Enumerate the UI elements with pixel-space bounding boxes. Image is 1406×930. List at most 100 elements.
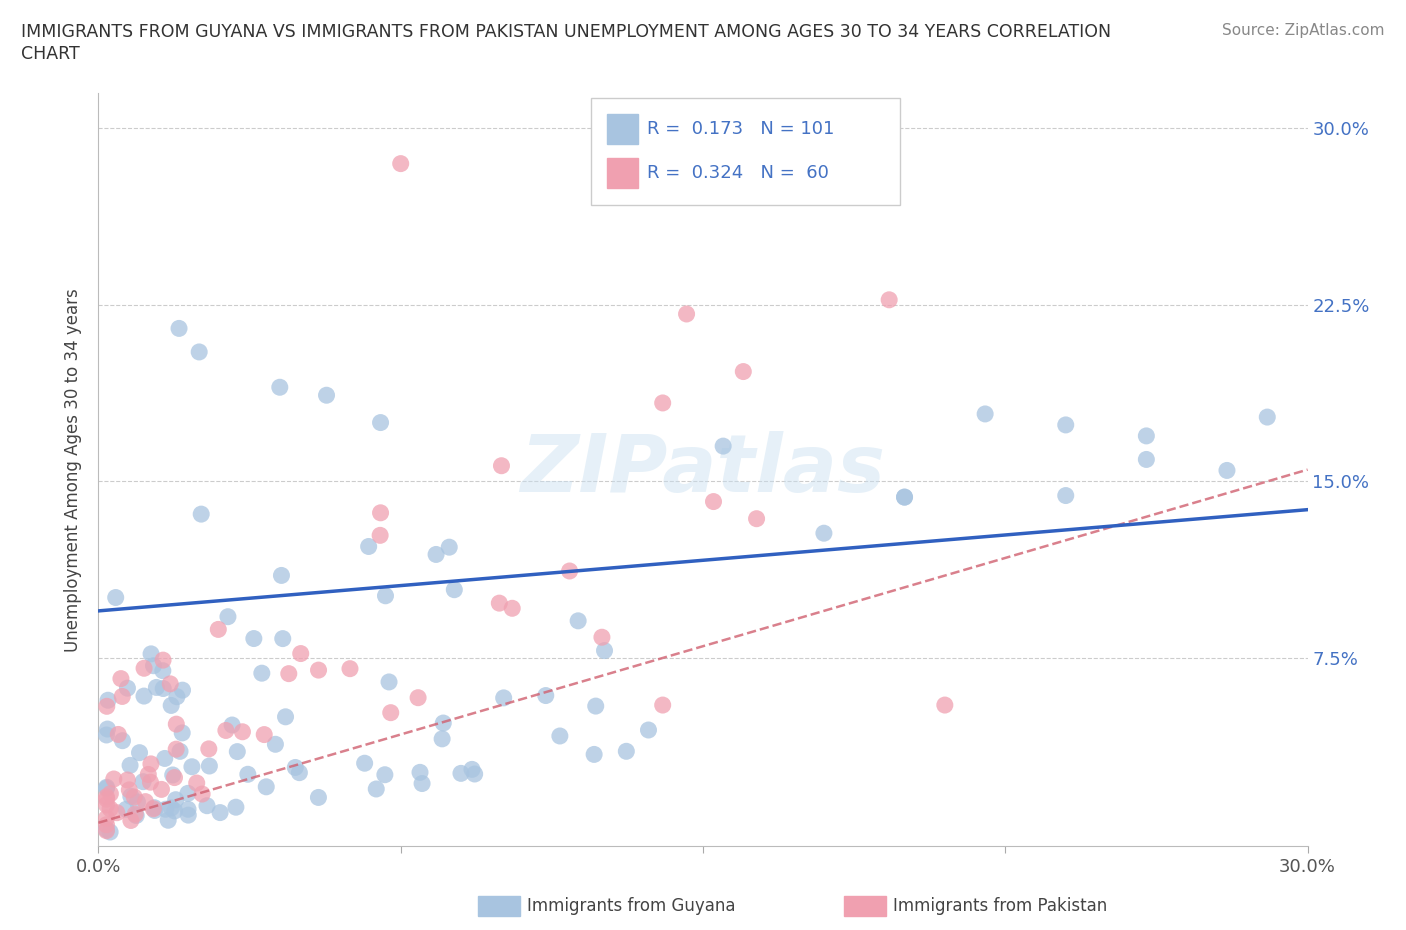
Point [274, 710, 297, 724]
Point [134, 794, 156, 809]
Text: IMMIGRANTS FROM GUYANA VS IMMIGRANTS FROM PAKISTAN UNEMPLOYMENT AMONG AGES 30 TO: IMMIGRANTS FROM GUYANA VS IMMIGRANTS FRO… [21, 23, 1111, 41]
Point [139, 756, 162, 771]
Point [165, 792, 187, 807]
Point [191, 787, 214, 802]
Point [96, 722, 118, 737]
Y-axis label: Unemployment Among Ages 30 to 34 years: Unemployment Among Ages 30 to 34 years [65, 287, 83, 652]
Point [585, 698, 607, 713]
Point [160, 801, 183, 816]
Point [491, 458, 513, 473]
Point [558, 564, 581, 578]
Point [339, 661, 361, 676]
Point [209, 805, 232, 820]
Point [308, 663, 330, 678]
Point [143, 803, 166, 817]
Point [380, 705, 402, 720]
Point [96, 727, 118, 742]
Point [264, 737, 287, 751]
Point [934, 698, 956, 712]
Point [153, 751, 176, 766]
Point [225, 800, 247, 815]
Point [813, 525, 835, 540]
Point [1135, 452, 1157, 467]
Text: CHART: CHART [21, 45, 80, 62]
Point [172, 725, 194, 740]
Point [163, 770, 186, 785]
Point [501, 601, 523, 616]
Point [250, 666, 273, 681]
Point [270, 568, 292, 583]
Point [152, 663, 174, 678]
Point [165, 717, 187, 732]
Point [120, 758, 142, 773]
Point [152, 653, 174, 668]
Point [651, 395, 673, 410]
Point [893, 490, 915, 505]
Point [98, 802, 121, 817]
Point [136, 767, 159, 782]
Point [733, 365, 755, 379]
Point [374, 767, 396, 782]
Point [117, 773, 139, 788]
Point [177, 802, 200, 817]
Point [125, 808, 148, 823]
Point [190, 507, 212, 522]
Point [439, 539, 461, 554]
Point [1256, 409, 1278, 424]
Point [591, 630, 613, 644]
Point [269, 379, 291, 394]
Point [162, 767, 184, 782]
Point [142, 658, 165, 673]
Point [277, 666, 299, 681]
Point [111, 689, 134, 704]
Point [96, 811, 118, 826]
Point [1135, 429, 1157, 444]
Point [152, 681, 174, 696]
Point [236, 767, 259, 782]
Point [139, 646, 162, 661]
Point [96, 791, 118, 806]
Point [409, 764, 432, 779]
Point [167, 321, 190, 336]
Point [96, 797, 118, 812]
Point [104, 590, 127, 604]
Point [637, 723, 659, 737]
Text: Immigrants from Guyana: Immigrants from Guyana [527, 897, 735, 915]
Point [534, 688, 557, 703]
Point [231, 724, 253, 739]
Point [1216, 463, 1239, 478]
Point [96, 790, 118, 804]
Point [253, 727, 276, 742]
Point [98, 786, 121, 801]
Point [142, 802, 165, 817]
Point [97, 693, 120, 708]
Point [120, 813, 142, 828]
Point [443, 582, 465, 597]
Point [96, 781, 118, 796]
Point [198, 741, 221, 756]
Point [389, 156, 412, 171]
Point [145, 680, 167, 695]
Point [366, 781, 388, 796]
Point [103, 772, 125, 787]
Point [374, 589, 396, 604]
Point [96, 780, 118, 795]
Point [226, 744, 249, 759]
Point [217, 609, 239, 624]
Point [169, 744, 191, 759]
Point [315, 388, 337, 403]
Text: R =  0.324   N =  60: R = 0.324 N = 60 [647, 164, 828, 182]
Point [651, 698, 673, 712]
Point [195, 798, 218, 813]
Point [614, 744, 637, 759]
Point [357, 539, 380, 554]
Point [96, 822, 118, 837]
Point [165, 742, 187, 757]
Point [430, 731, 453, 746]
Point [675, 307, 697, 322]
Point [461, 762, 484, 777]
Point [115, 802, 138, 817]
Point [425, 547, 447, 562]
Point [128, 745, 150, 760]
Point [877, 292, 900, 307]
